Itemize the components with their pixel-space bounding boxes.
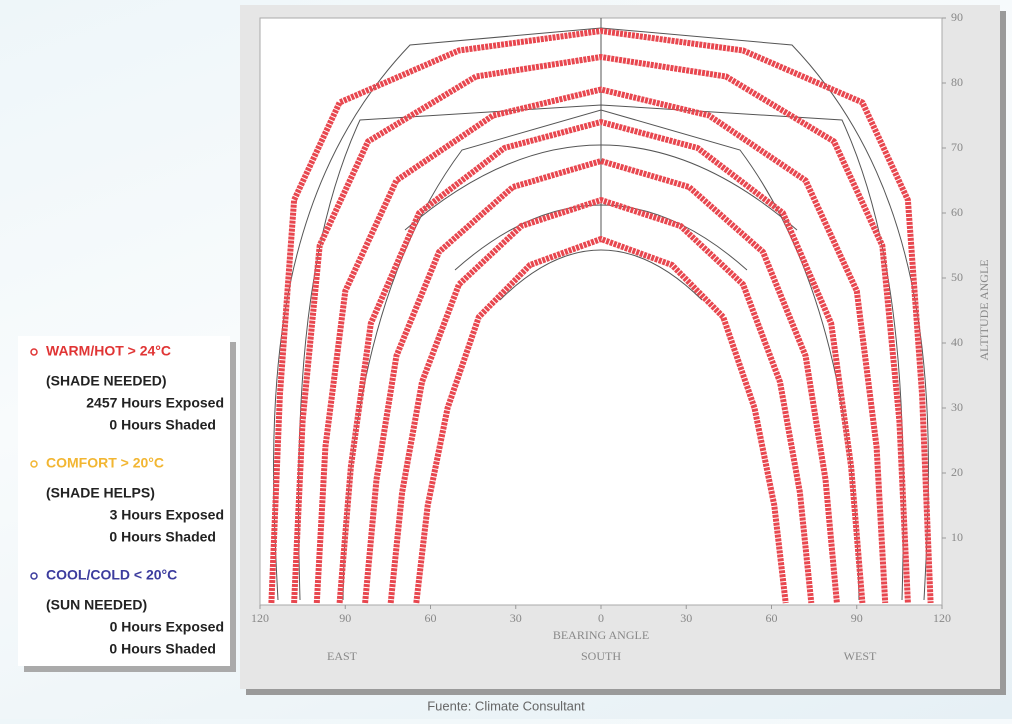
- y-tick-label: 50: [951, 270, 963, 284]
- legend-note: (SHADE NEEDED): [46, 373, 167, 389]
- legend-label: COOL/COLD < 20°C: [46, 567, 177, 583]
- x-tick-label: 60: [425, 611, 437, 625]
- sun-path: [413, 236, 789, 604]
- legend-marker: [30, 572, 38, 580]
- sun-path: [362, 158, 840, 604]
- direction-label: WEST: [844, 649, 877, 663]
- x-tick-label: 30: [510, 611, 522, 625]
- hour-line: [499, 249, 703, 301]
- direction-label: SOUTH: [581, 649, 621, 663]
- y-axis-label: ALTITUDE ANGLE: [977, 259, 991, 360]
- legend-label: COMFORT > 20°C: [46, 455, 164, 471]
- legend-shaded: 0 Hours Shaded: [109, 529, 216, 545]
- x-tick-label: 120: [251, 611, 269, 625]
- caption: Fuente: Climate Consultant: [427, 698, 585, 713]
- y-tick-label: 70: [951, 140, 963, 154]
- legend-exposed: 3 Hours Exposed: [110, 507, 224, 523]
- y-tick-label: 20: [951, 465, 963, 479]
- x-tick-label: 0: [598, 611, 604, 625]
- legend-note: (SUN NEEDED): [46, 597, 147, 613]
- legend-marker: [30, 348, 38, 356]
- y-tick-label: 60: [951, 205, 963, 219]
- legend-exposed: 2457 Hours Exposed: [86, 395, 224, 411]
- hour-line: [404, 144, 798, 231]
- y-tick-label: 30: [951, 400, 963, 414]
- y-tick-label: 40: [951, 335, 963, 349]
- y-tick-label: 90: [951, 10, 963, 24]
- x-axis-label: BEARING ANGLE: [553, 628, 649, 642]
- sun-path: [313, 86, 889, 604]
- legend-exposed: 0 Hours Exposed: [110, 619, 224, 635]
- sun-paths: [268, 28, 934, 604]
- legend: WARM/HOT > 24°C (SHADE NEEDED) 2457 Hours …: [30, 343, 224, 657]
- sun-path: [268, 28, 934, 604]
- legend-label: WARM/HOT > 24°C: [46, 343, 171, 359]
- sun-path: [291, 54, 911, 604]
- y-tick-label: 80: [951, 75, 963, 89]
- sun-path: [387, 197, 815, 604]
- direction-label: EAST: [327, 649, 358, 663]
- x-tick-label: 60: [766, 611, 778, 625]
- x-tick-label: 120: [933, 611, 951, 625]
- x-tick-label: 90: [851, 611, 863, 625]
- legend-marker: [30, 460, 38, 468]
- x-tick-label: 90: [339, 611, 351, 625]
- legend-note: (SHADE HELPS): [46, 485, 155, 501]
- y-tick-label: 10: [951, 530, 963, 544]
- sun-path: [336, 119, 866, 604]
- x-tick-label: 30: [680, 611, 692, 625]
- hour-line: [454, 204, 748, 271]
- legend-shaded: 0 Hours Shaded: [109, 417, 216, 433]
- legend-shaded: 0 Hours Shaded: [109, 641, 216, 657]
- legend-box: [18, 336, 230, 666]
